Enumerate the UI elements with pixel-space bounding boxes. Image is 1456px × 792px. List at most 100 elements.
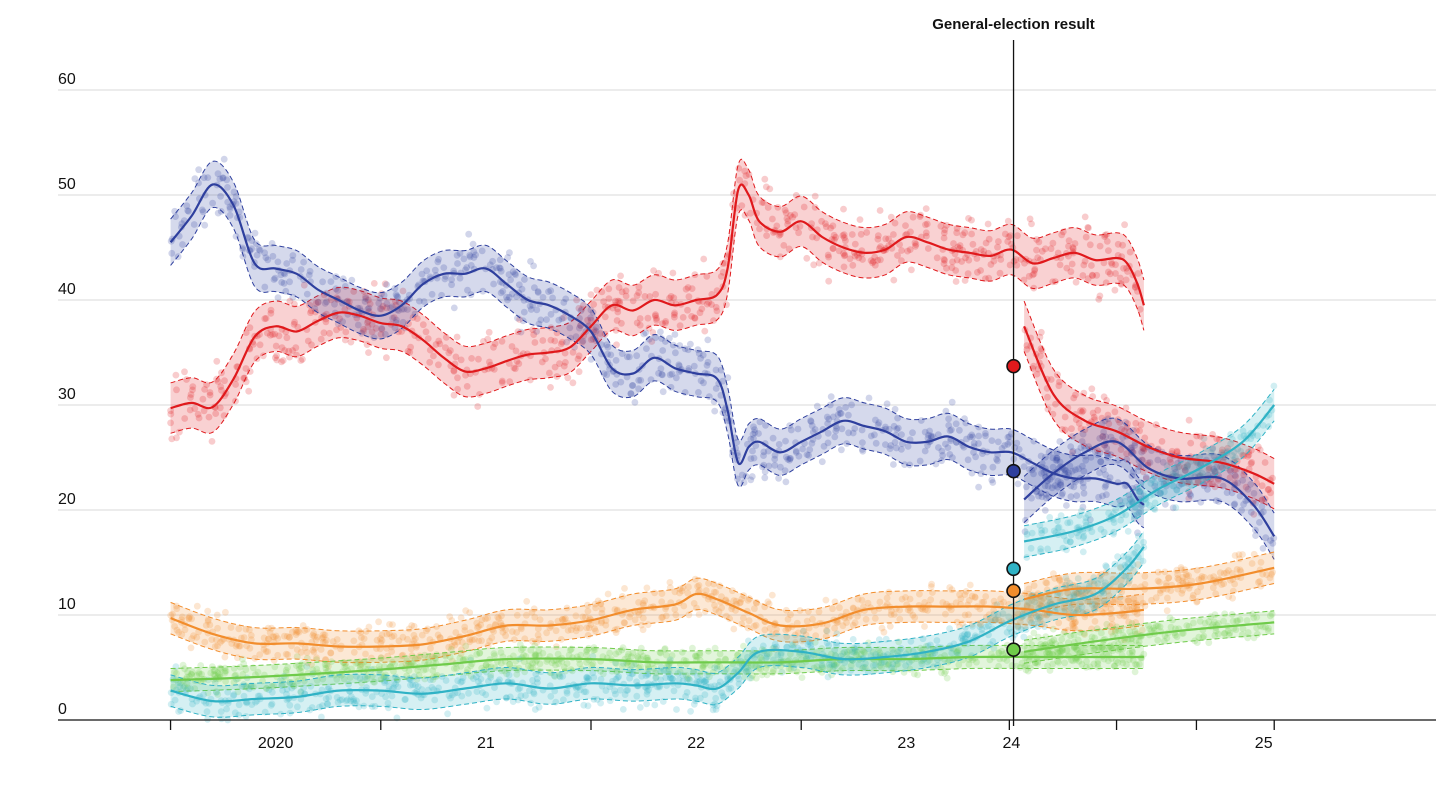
poll-dot [612, 326, 620, 334]
poll-dot [1096, 242, 1104, 250]
poll-dot [617, 378, 625, 386]
poll-dot [813, 234, 821, 242]
poll-dot [1122, 276, 1130, 284]
poll-dot [1091, 416, 1099, 423]
poll-dot [562, 359, 569, 366]
poll-dot [890, 231, 897, 238]
poll-dot [390, 314, 398, 321]
poll-dot [705, 393, 713, 401]
poll-dot [776, 253, 784, 261]
poll-dot [885, 425, 893, 433]
poll-dot [1095, 295, 1103, 303]
poll-dot [1089, 272, 1096, 280]
poll-dot [633, 292, 641, 300]
poll-dot [688, 313, 695, 320]
poll-dot [1080, 261, 1088, 269]
poll-dot [195, 414, 203, 422]
poll-dot [267, 306, 275, 314]
poll-dot [703, 300, 711, 308]
poll-dot [1229, 594, 1236, 602]
poll-dot [1184, 479, 1191, 487]
poll-dot [874, 232, 882, 240]
poll-dot [490, 343, 497, 351]
poll-dot [354, 321, 362, 329]
poll-dot [1058, 426, 1066, 433]
poll-dot [659, 320, 666, 327]
poll-dot [700, 255, 708, 263]
poll-dot [1102, 562, 1110, 570]
poll-dot [450, 304, 458, 312]
poll-dot [768, 591, 776, 599]
poll-dot [1049, 410, 1057, 418]
poll-dot [388, 303, 396, 311]
poll-dot [604, 590, 612, 598]
gridlines: 0 10 20 30 40 50 60 [58, 71, 1436, 718]
poll-dot [1133, 483, 1140, 491]
poll-dot [969, 433, 976, 441]
poll-dot [659, 347, 667, 354]
poll-dot [829, 244, 837, 252]
poll-dot [450, 367, 458, 374]
y-tick-label: 40 [58, 281, 76, 298]
poll-dot [239, 253, 247, 260]
poll-dot [1134, 270, 1142, 277]
poll-dot [972, 453, 979, 461]
poll-dot [375, 618, 382, 626]
poll-dot [647, 376, 655, 384]
poll-dot [1104, 411, 1112, 419]
poll-dot [549, 294, 556, 302]
poll-dot [339, 318, 346, 326]
poll-dot [712, 366, 720, 374]
poll-dot [760, 199, 768, 207]
poll-dot [977, 267, 984, 274]
poll-dot [218, 386, 225, 394]
poll-dot [272, 342, 280, 350]
poll-dot [1033, 236, 1041, 243]
poll-dot [1166, 455, 1174, 463]
poll-dot [988, 476, 996, 484]
poll-dot [824, 420, 831, 427]
poll-dot [441, 275, 449, 283]
poll-dot [676, 342, 684, 349]
poll-dot [618, 288, 626, 296]
poll-dots [167, 155, 1278, 724]
poll-dot [294, 323, 302, 331]
poll-dot [450, 367, 458, 375]
poll-dot [383, 304, 391, 312]
poll-dot [499, 288, 507, 295]
poll-dot [1031, 265, 1039, 273]
poll-dot [849, 636, 857, 643]
poll-dot [874, 256, 882, 264]
poll-dot [187, 391, 195, 398]
poll-dot [392, 291, 400, 299]
poll-dot [1079, 462, 1086, 470]
poll-dot [985, 235, 993, 243]
poll-dot [1247, 460, 1255, 467]
poll-dot [1181, 464, 1188, 471]
poll-dot [783, 215, 791, 222]
poll-dot [490, 280, 497, 288]
poll-dot [878, 624, 886, 632]
poll-dot [922, 221, 929, 229]
poll-dot [578, 305, 586, 313]
poll-dot [807, 417, 814, 425]
poll-dot [286, 353, 293, 361]
poll-dot [270, 276, 278, 283]
poll-dot [735, 165, 743, 172]
poll-dot [824, 251, 832, 259]
poll-dot [1035, 492, 1042, 500]
poll-dot [865, 394, 873, 402]
poll-dot [705, 299, 713, 306]
poll-dot [534, 288, 542, 295]
poll-dot [636, 321, 644, 329]
poll-dot [378, 305, 385, 313]
poll-dot [612, 381, 620, 388]
poll-dot [843, 440, 851, 447]
poll-dot [365, 296, 372, 304]
poll-dot [617, 272, 624, 280]
poll-dot [894, 414, 901, 422]
poll-dot [1121, 427, 1128, 435]
poll-dot [782, 478, 790, 486]
poll-dot [700, 379, 707, 387]
poll-dot [786, 455, 794, 462]
